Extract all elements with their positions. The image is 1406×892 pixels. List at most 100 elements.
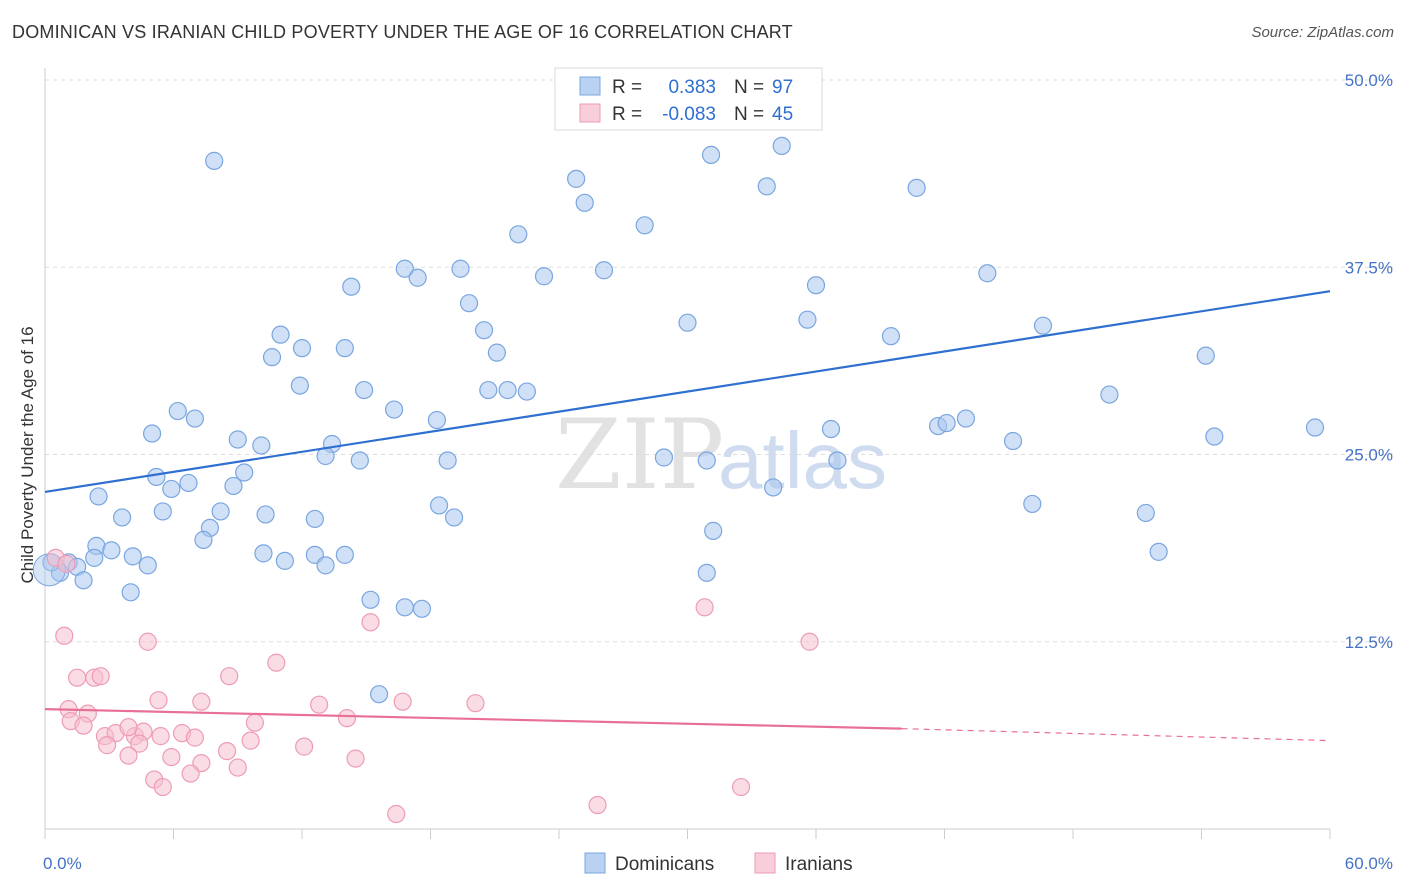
iranian-point-29 [466,694,485,713]
chart-title: DOMINICAN VS IRANIAN CHILD POVERTY UNDER… [12,22,793,42]
iranian-point-45 [588,795,607,815]
iranian-point-6 [138,632,157,651]
dominican-point-9 [395,259,414,278]
dominican-point-24 [292,339,312,358]
dominican-point-33 [517,382,536,401]
dominican-point-46 [956,409,976,428]
dominican-point-12 [408,268,427,287]
dominican-point-48 [1205,427,1224,446]
dominican-point-77 [123,547,142,566]
dominican-point-93 [412,599,432,618]
dominican-point-74 [704,521,723,540]
legend-r-label-2: R = [612,104,642,125]
y-tick-label-3: 50.0% [1345,71,1393,90]
trend-lines [44,290,1331,742]
dominican-point-76 [102,541,121,560]
iranian-point-9 [220,667,239,686]
bottom-legend-swatch-dominicans [584,852,606,874]
dominican-point-56 [147,467,166,487]
dominican-point-36 [185,409,205,428]
dominican-point-15 [342,277,361,296]
dominican-point-1 [701,145,721,164]
dominican-point-28 [1196,346,1215,365]
dominican-point-16 [806,276,826,295]
dominican-point-73 [194,530,213,549]
dominican-point-58 [179,473,198,493]
dominican-point-14 [978,264,997,283]
iranian-point-22 [151,727,170,746]
grid-lines [45,79,1395,643]
dominican-point-3 [567,169,586,188]
bottom-legend-label-dominicans: Dominicans [615,854,714,875]
dominican-point-29 [290,376,309,395]
dominican-point-47 [1003,431,1023,451]
dominican-point-32 [498,380,517,400]
dominican-point-80 [335,545,354,564]
iranian-point-33 [241,731,260,750]
dominican-point-31 [479,380,498,400]
dominican-point-51 [350,451,369,470]
iranian-point-31 [119,718,138,737]
dominican-point-39 [142,424,162,443]
iranian-points [46,548,819,824]
y-tick-label-1: 25.0% [1345,446,1393,465]
dominican-point-43 [821,419,841,439]
dominican-point-6 [907,178,926,197]
legend-swatch-iranians [579,103,601,123]
iranian-point-39 [295,737,314,756]
legend-n-value-2: 45 [772,104,793,125]
iranian-point-27 [337,709,357,728]
dominican-point-54 [697,451,716,470]
legend-n-label-1: N = [734,77,764,98]
dominican-point-11 [594,261,614,280]
dominican-point-55 [828,451,847,470]
dominican-point-10 [451,259,470,278]
bottom-legend-swatch-iranians [754,852,776,874]
dominican-point-27 [262,348,282,367]
chart-source: Source: ZipAtlas.com [1251,24,1394,41]
dominican-point-30 [355,380,374,400]
dominican-point-90 [121,583,140,602]
dominican-point-70 [1023,494,1042,514]
dominican-point-34 [1100,385,1119,404]
dominican-point-41 [252,436,271,455]
iranian-point-25 [245,713,264,732]
iranian-point-7 [149,691,168,710]
dominican-point-88 [1149,542,1168,561]
iranian-point-5 [91,667,110,686]
dominican-point-52 [438,451,457,470]
dominican-point-37 [384,400,404,419]
y-tick-labels: 12.5% 25.0% 37.5% 50.0% [1345,71,1393,652]
x-axis-ticks [44,829,1331,839]
dominican-point-4 [575,193,594,212]
dominican-point-38 [427,410,447,430]
iranian-trend-line [44,708,902,730]
dominican-point-13 [534,267,554,286]
legend-n-value-1: 97 [772,77,793,98]
bottom-legend-label-iranians: Iranians [785,854,853,875]
iranian-point-26 [310,695,329,714]
series-legend: Dominicans Iranians [584,852,853,875]
iranian-point-43 [387,804,406,824]
dominican-point-17 [459,294,479,313]
dominican-point-8 [509,225,528,244]
dominican-point-45 [937,413,956,433]
dominican-trend-line [44,290,1331,494]
dominican-point-87 [697,563,716,582]
dominican-point-35 [168,401,187,421]
iranian-point-38 [228,758,247,777]
iranian-point-12 [695,598,714,617]
y-axis-title: Child Poverty Under the Age of 16 [18,326,37,583]
stats-legend: R = 0.383 N = 97 R = -0.083 N = 45 [554,67,823,131]
iranian-point-46 [181,764,200,783]
dominican-point-49 [1305,418,1325,437]
dominican-point-53 [654,448,674,467]
dominican-point-60 [162,479,181,499]
iranian-point-2 [55,626,74,645]
iranian-point-10 [267,653,286,672]
dominican-point-18 [271,325,290,344]
iranian-point-42 [153,777,172,797]
iranian-point-3 [68,668,87,687]
y-tick-label-2: 37.5% [1345,258,1393,277]
